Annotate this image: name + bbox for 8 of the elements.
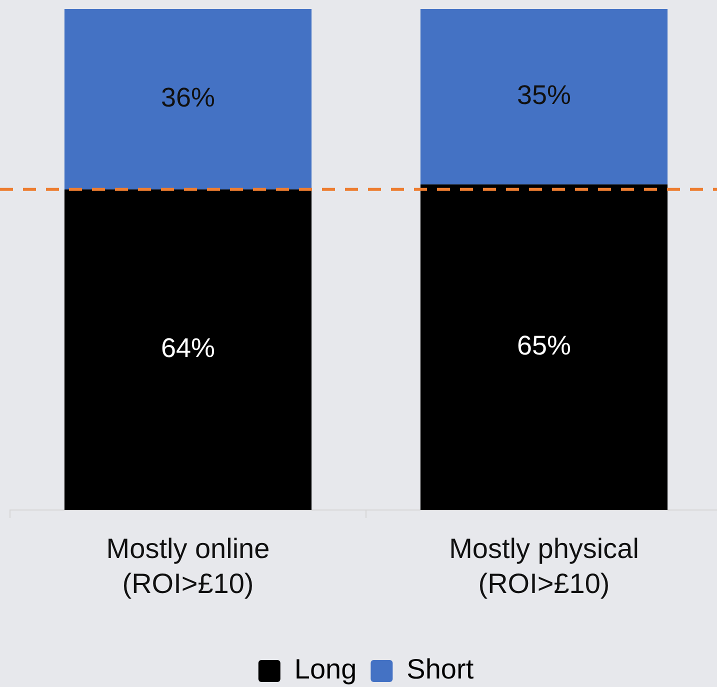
data-label: 64% [160, 333, 216, 364]
x-tick-label: Mostly physical (ROI>£10) [449, 533, 639, 600]
data-label: 36% [160, 82, 216, 113]
legend-label: Long [294, 654, 357, 685]
x-tick-label: Mostly online (ROI>£10) [106, 533, 270, 600]
data-label: 35% [516, 80, 572, 110]
legend-label: Short [406, 654, 474, 685]
data-label: 65% [516, 330, 572, 361]
